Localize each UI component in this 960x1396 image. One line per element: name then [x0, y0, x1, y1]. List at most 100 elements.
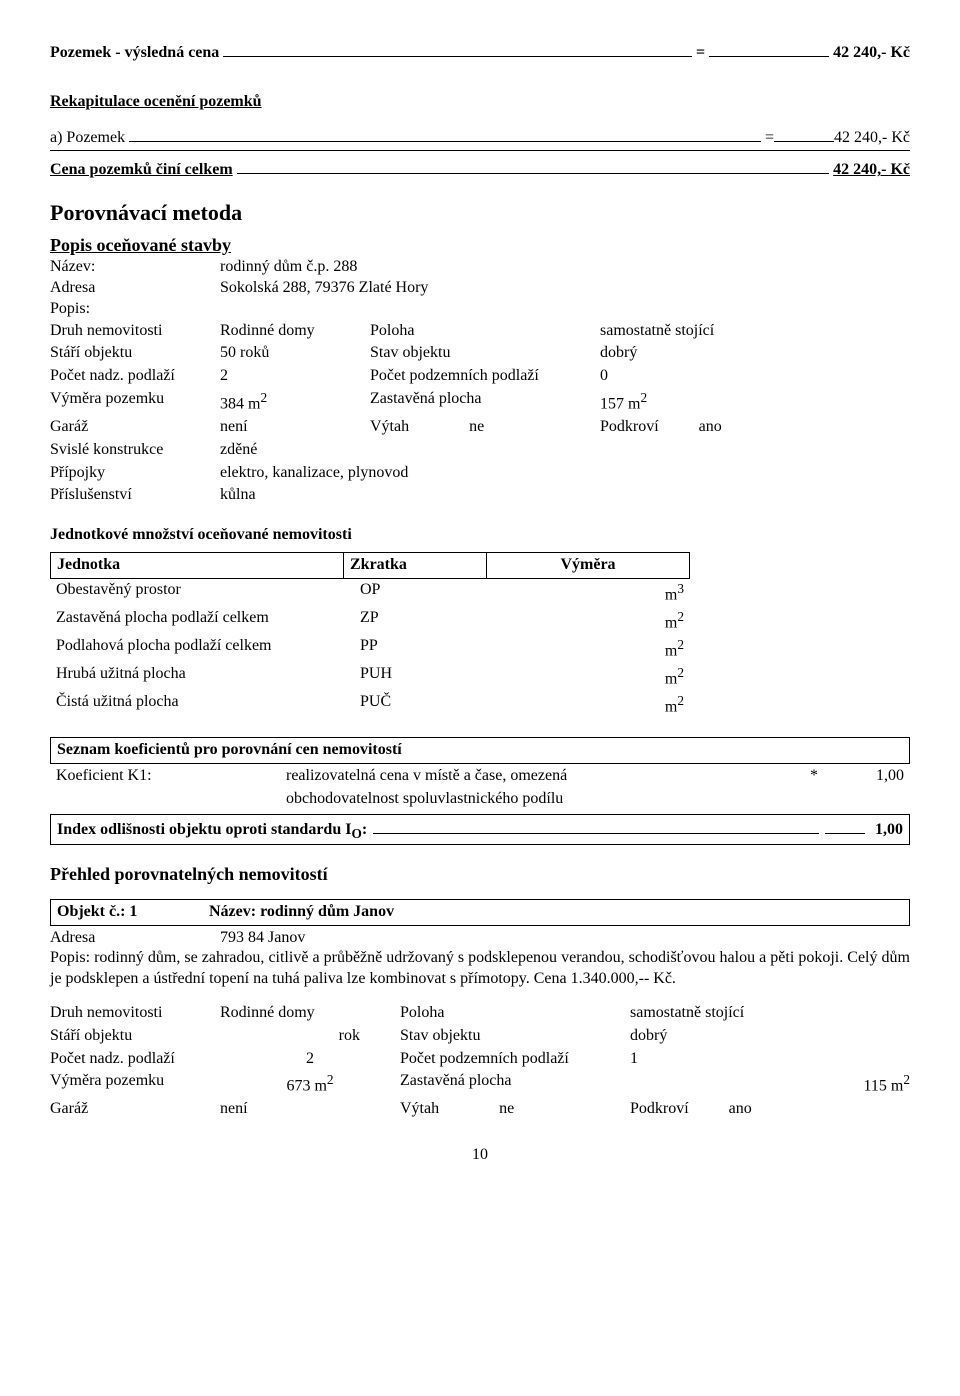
obj1-addr-label: Adresa [50, 928, 220, 949]
units-cell: OP [354, 579, 508, 607]
units-cell: Hrubá užitná plocha [50, 663, 354, 691]
obj1-header-box: Objekt č.: 1 Název: rodinný dům Janov [50, 899, 910, 926]
cell: 0 [600, 365, 910, 388]
cell: Poloha [400, 1002, 630, 1025]
addr-value: Sokolská 288, 79376 Zlaté Hory [220, 278, 910, 299]
units-cell: PP [354, 635, 508, 663]
units-cell: Zastavěná plocha podlaží celkem [50, 607, 354, 635]
units-row: Obestavěný prostorOPm3 [50, 579, 690, 607]
cell: není [220, 1098, 400, 1121]
cell: Počet podzemních podlaží [400, 1048, 630, 1071]
pozemek-result-row: Pozemek - výsledná cena = 42 240,- Kč [50, 40, 910, 64]
compare-method-title: Porovnávací metoda [50, 199, 910, 228]
obj1-addr: Adresa 793 84 Janov [50, 926, 910, 949]
k1-text1: realizovatelná cena v místě a čase, omez… [286, 766, 784, 787]
cell: elektro, kanalizace, plynovod [220, 462, 910, 485]
koef-header-box: Seznam koeficientů pro porovnání cen nem… [50, 737, 910, 764]
fill [223, 40, 692, 57]
units-cell: m2 [508, 607, 690, 635]
cell: Přípojky [50, 462, 220, 485]
recap-total-label: Cena pozemků činí celkem [50, 160, 233, 181]
units-row: Zastavěná plocha podlaží celkemZPm2 [50, 607, 690, 635]
recap-total-val: 42 240,- Kč [833, 160, 910, 181]
cell: Zastavěná plocha [370, 388, 600, 416]
cell: Počet nadz. podlaží [50, 365, 220, 388]
obj1-hdr-b: Název: rodinný dům Janov [203, 900, 400, 925]
recap-row-eq: = [765, 128, 774, 149]
cell: Výměra pozemku [50, 388, 220, 416]
fill [129, 125, 761, 142]
cell: 2 [220, 365, 370, 388]
units-header: Jednotka Zkratka Výměra [50, 552, 690, 579]
obj1-hdr-a: Objekt č.: 1 [51, 900, 203, 925]
obj1-addr-value: 793 84 Janov [220, 928, 910, 949]
cell: 157 m2 [600, 388, 910, 416]
koef-k1-row1: Koeficient K1: realizovatelná cena v mís… [50, 764, 910, 789]
cell: není [220, 416, 370, 439]
k1-val: 1,00 [844, 766, 904, 787]
cell: Podkrovíano [600, 416, 910, 439]
pozemek-result-eq: = [696, 43, 705, 64]
koef-k1-row2: obchodovatelnost spoluvlastnického podíl… [50, 789, 910, 810]
fill [373, 817, 819, 834]
units-body: Obestavěný prostorOPm3Zastavěná plocha p… [50, 579, 690, 720]
cell: Stav objektu [370, 342, 600, 365]
pozemek-result-label: Pozemek - výsledná cena [50, 43, 219, 64]
cell: Druh nemovitosti [50, 320, 220, 343]
units-hdr-3: Výměra [487, 553, 689, 578]
cell: Podkrovíano [630, 1098, 910, 1121]
obj1-grid: Druh nemovitosti Rodinné domy Poloha sam… [50, 1002, 910, 1121]
units-hdr-1: Jednotka [51, 553, 344, 578]
cell: Rodinné domy [220, 1002, 400, 1025]
k1-label: Koeficient K1: [56, 766, 286, 787]
units-cell: Čistá užitná plocha [50, 691, 354, 719]
cell: Výtahne [400, 1098, 630, 1121]
units-cell: PUH [354, 663, 508, 691]
comparables-title: Přehled porovnatelných nemovitostí [50, 863, 910, 886]
name-label: Název: [50, 257, 220, 278]
units-cell: ZP [354, 607, 508, 635]
recap-row-val: 42 240,- Kč [834, 128, 910, 149]
cell: rok [220, 1025, 400, 1048]
cell: samostatně stojící [600, 320, 910, 343]
units-row: Podlahová plocha podlaží celkemPPm2 [50, 635, 690, 663]
k1-star: * [784, 766, 844, 787]
cell: dobrý [630, 1025, 910, 1048]
pozemek-result-value: 42 240,- Kč [833, 43, 910, 64]
fill [237, 157, 829, 174]
units-title: Jednotkové množství oceňované nemovitost… [50, 525, 910, 546]
cell: Garáž [50, 416, 220, 439]
units-row: Hrubá užitná plochaPUHm2 [50, 663, 690, 691]
idx-label: Index odlišnosti objektu oproti standard… [57, 820, 367, 843]
cell: Stáří objektu [50, 1025, 220, 1048]
recap-row-label: a) Pozemek [50, 128, 125, 149]
units-cell: m2 [508, 635, 690, 663]
cell: Svislé konstrukce [50, 439, 220, 462]
cell: Počet podzemních podlaží [370, 365, 600, 388]
cell: Zastavěná plocha [400, 1070, 630, 1098]
cell: 115 m2 [630, 1070, 910, 1098]
cell: Výtahne [370, 416, 600, 439]
index-box: Index odlišnosti objektu oproti standard… [50, 814, 910, 846]
cell: Stáří objektu [50, 342, 220, 365]
name-value: rodinný dům č.p. 288 [220, 257, 910, 278]
units-cell: m2 [508, 663, 690, 691]
cell: samostatně stojící [630, 1002, 910, 1025]
cell: Stav objektu [400, 1025, 630, 1048]
popis-label: Popis: [50, 299, 220, 320]
recap-total-row: Cena pozemků činí celkem 42 240,- Kč [50, 157, 910, 181]
koef-header: Seznam koeficientů pro porovnání cen nem… [51, 738, 909, 763]
units-cell: Podlahová plocha podlaží celkem [50, 635, 354, 663]
cell: Počet nadz. podlaží [50, 1048, 220, 1071]
cell: kůlna [220, 484, 910, 507]
obj1-desc: Popis: rodinný dům, se zahradou, citlivě… [50, 948, 910, 990]
cell: Poloha [370, 320, 600, 343]
cell: 50 roků [220, 342, 370, 365]
page-number: 10 [50, 1145, 910, 1166]
units-row: Čistá užitná plochaPUČm2 [50, 691, 690, 719]
cell: Příslušenství [50, 484, 220, 507]
units-cell: PUČ [354, 691, 508, 719]
recap-title: Rekapitulace ocenění pozemků [50, 92, 910, 113]
divider [50, 150, 910, 151]
fill [825, 833, 865, 834]
